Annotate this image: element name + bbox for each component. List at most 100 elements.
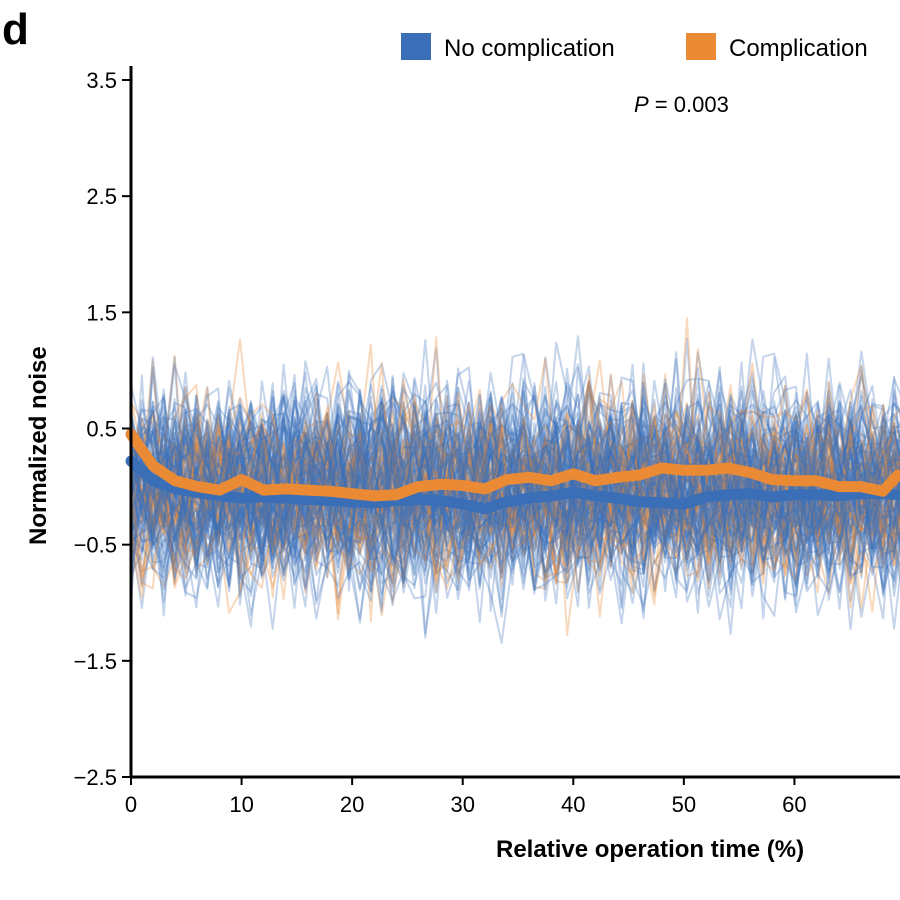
x-tick-label: 40	[561, 792, 585, 817]
individual-trace	[130, 419, 900, 582]
individual-trace	[130, 430, 900, 628]
individual-trace	[130, 414, 900, 562]
individual-trace	[130, 388, 900, 557]
individual-trace	[130, 417, 900, 567]
individual-trace	[130, 380, 900, 541]
individual-trace	[130, 389, 900, 573]
x-tick-label: 50	[672, 792, 696, 817]
individual-trace	[130, 416, 900, 609]
individual-trace	[130, 459, 900, 644]
x-tick-label: 30	[450, 792, 474, 817]
individual-trace	[130, 352, 900, 544]
individual-trace	[130, 452, 900, 616]
individual-trace	[130, 379, 900, 547]
individual-trace	[130, 422, 900, 579]
individual-trace	[130, 430, 900, 587]
p-value-annotation: P = 0.003	[634, 92, 729, 117]
individual-trace	[130, 384, 900, 583]
individual-trace	[130, 422, 900, 594]
individual-trace	[130, 384, 900, 538]
individual-trace	[130, 412, 900, 588]
individual-trace	[130, 365, 900, 567]
individual-trace	[130, 427, 900, 601]
individual-trace	[130, 348, 900, 563]
individual-trace	[130, 339, 900, 531]
y-tick-label: −0.5	[74, 533, 117, 558]
individual-trace	[130, 390, 900, 594]
individual-trace	[130, 453, 900, 620]
x-tick-label: 10	[229, 792, 253, 817]
y-tick-label: −2.5	[74, 765, 117, 790]
individual-trace	[130, 356, 900, 576]
legend-swatch-no-complication	[401, 33, 431, 60]
p-value-symbol: P	[634, 92, 649, 117]
individual-trace	[130, 447, 900, 609]
y-ticks: 3.5 2.5 1.5 0.5 −0.5 −1.5 −2.5	[74, 68, 131, 790]
individual-trace	[130, 363, 900, 538]
individual-trace	[130, 394, 900, 598]
individual-trace	[130, 462, 900, 635]
mean-lines	[125, 428, 900, 515]
individual-trace	[130, 381, 900, 541]
individual-trace	[130, 356, 900, 528]
individual-trace	[130, 389, 900, 594]
individual-trace	[130, 420, 900, 599]
individual-trace	[130, 422, 900, 591]
individual-trace	[130, 380, 900, 560]
individual-trace	[130, 411, 900, 584]
individual-trace	[130, 351, 900, 543]
individual-trace	[130, 417, 900, 591]
y-tick-label: −1.5	[74, 649, 117, 674]
individual-trace	[130, 421, 900, 617]
legend-label-no-complication: No complication	[444, 35, 615, 62]
individual-trace	[130, 373, 900, 577]
individual-trace	[130, 381, 900, 592]
individual-trace	[130, 390, 900, 603]
individual-trace	[130, 371, 900, 556]
x-ticks: 0 10 20 30 40 50 60 7	[125, 777, 900, 817]
y-tick-label: 1.5	[86, 300, 117, 325]
axes	[129, 66, 900, 779]
individual-trace	[130, 426, 900, 600]
individual-trace	[130, 380, 900, 555]
individual-trace	[130, 399, 900, 608]
individual-trace	[130, 413, 900, 594]
individual-trace	[130, 356, 900, 531]
x-tick-label: 7	[899, 792, 900, 817]
individual-trace	[130, 394, 900, 606]
x-tick-label: 20	[340, 792, 364, 817]
individual-trace	[130, 438, 900, 613]
y-tick-label: 0.5	[86, 417, 117, 442]
individual-trace	[130, 352, 900, 533]
individual-trace	[130, 389, 900, 562]
individual-trace	[130, 419, 900, 618]
legend-swatch-complication	[686, 33, 716, 60]
individual-trace	[130, 317, 900, 561]
legend-label-complication: Complication	[729, 35, 868, 62]
individual-trace	[130, 399, 900, 588]
panel-letter: d	[2, 5, 29, 54]
individual-trace	[130, 401, 900, 592]
legend: No complication Complication	[401, 33, 868, 62]
individual-trace	[130, 385, 900, 587]
individual-trace	[130, 400, 900, 572]
individual-trace	[130, 341, 900, 545]
individual-trace	[130, 381, 900, 537]
y-tick-label: 3.5	[86, 68, 117, 93]
individual-trace	[130, 413, 900, 594]
individual-trace	[130, 397, 900, 620]
individual-trace	[130, 444, 900, 637]
x-axis-title: Relative operation time (%)	[496, 836, 804, 863]
p-value-text: = 0.003	[649, 92, 729, 117]
individual-trace	[130, 394, 900, 624]
individual-trace	[130, 433, 900, 620]
individual-trace	[130, 397, 900, 591]
individual-trace	[130, 399, 900, 591]
mean-line-no-complication	[125, 455, 900, 515]
individual-trace	[130, 420, 900, 615]
y-axis-title: Normalized noise	[25, 346, 52, 545]
individual-trace	[130, 362, 900, 526]
individual-trace	[130, 338, 900, 532]
individual-trace	[130, 336, 900, 557]
